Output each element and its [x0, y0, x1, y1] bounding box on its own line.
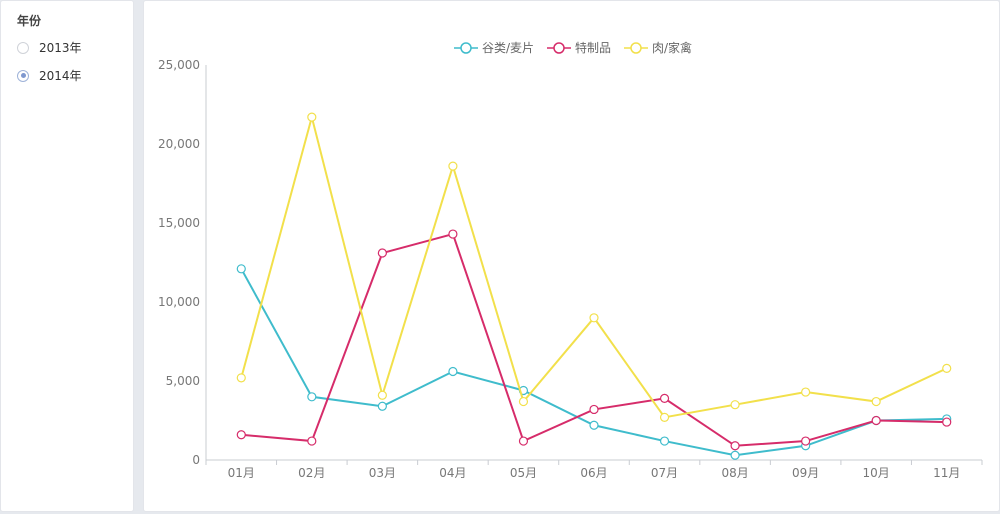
x-tick-label: 10月: [863, 466, 890, 480]
x-tick-label: 11月: [933, 466, 960, 480]
y-tick-label: 10,000: [158, 295, 200, 309]
data-point[interactable]: [801, 387, 811, 397]
x-tick-label: 04月: [439, 466, 466, 480]
data-point[interactable]: [377, 390, 387, 400]
x-tick-label: 02月: [298, 466, 325, 480]
year-option-2014[interactable]: 2014年: [17, 67, 82, 84]
x-tick-label: 06月: [580, 466, 607, 480]
x-tick-label: 05月: [510, 466, 537, 480]
y-tick-label: 0: [192, 453, 200, 467]
data-point[interactable]: [236, 264, 246, 274]
year-option-2013[interactable]: 2013年: [17, 39, 82, 56]
data-point[interactable]: [871, 396, 881, 407]
year-filter-panel: 年份 2013年 2014年: [0, 0, 134, 512]
data-point[interactable]: [942, 363, 952, 373]
y-tick-label: 15,000: [158, 216, 200, 230]
data-point[interactable]: [518, 396, 529, 407]
data-point[interactable]: [307, 392, 317, 402]
data-point[interactable]: [659, 412, 670, 422]
data-point[interactable]: [730, 400, 740, 410]
data-point[interactable]: [377, 248, 387, 258]
radio-icon-2013[interactable]: [17, 41, 29, 54]
data-point[interactable]: [730, 441, 740, 451]
legend-label[interactable]: 特制品: [575, 40, 611, 55]
radio-checked-icon-2014[interactable]: [17, 69, 29, 82]
data-point[interactable]: [659, 393, 670, 403]
legend-marker-icon[interactable]: [553, 42, 565, 54]
x-tick-label: 09月: [792, 466, 819, 480]
data-point[interactable]: [942, 417, 952, 427]
series-line-2: [240, 113, 948, 419]
x-tick-label: 07月: [651, 466, 678, 480]
legend-marker-icon[interactable]: [630, 42, 642, 54]
data-point[interactable]: [589, 420, 599, 430]
legend-label[interactable]: 谷类/麦片: [482, 41, 534, 55]
data-point[interactable]: [730, 450, 740, 460]
data-point[interactable]: [801, 436, 811, 446]
data-point[interactable]: [236, 430, 246, 440]
year-option-label: 2014年: [39, 69, 82, 83]
data-point[interactable]: [518, 436, 529, 446]
legend-label[interactable]: 肉/家禽: [652, 40, 692, 55]
x-tick-label: 01月: [228, 466, 255, 480]
y-tick-label: 25,000: [158, 58, 200, 72]
data-point[interactable]: [448, 229, 458, 239]
data-point[interactable]: [589, 313, 599, 323]
data-point[interactable]: [307, 436, 317, 446]
x-tick-label: 03月: [369, 466, 396, 480]
y-tick-label: 5,000: [166, 374, 200, 388]
year-filter-title: 年份: [17, 14, 42, 28]
data-point[interactable]: [871, 415, 881, 426]
data-point[interactable]: [236, 373, 246, 383]
data-point[interactable]: [448, 161, 458, 171]
legend-marker-icon[interactable]: [460, 42, 472, 54]
y-tick-label: 20,000: [158, 137, 200, 151]
data-point[interactable]: [377, 401, 387, 411]
data-point[interactable]: [659, 436, 670, 446]
data-point[interactable]: [307, 112, 317, 122]
x-tick-label: 08月: [721, 466, 748, 480]
data-point[interactable]: [589, 404, 599, 415]
year-option-label: 2013年: [39, 41, 82, 55]
line-chart: 0 5,000 10,000 15,000 20,000 25,000 01月 02月 03月 0…: [158, 40, 983, 480]
chart-panel: 0 5,000 10,000 15,000 20,000 25,000 01月 02月 03月 0…: [143, 0, 1000, 512]
data-point[interactable]: [448, 366, 458, 377]
